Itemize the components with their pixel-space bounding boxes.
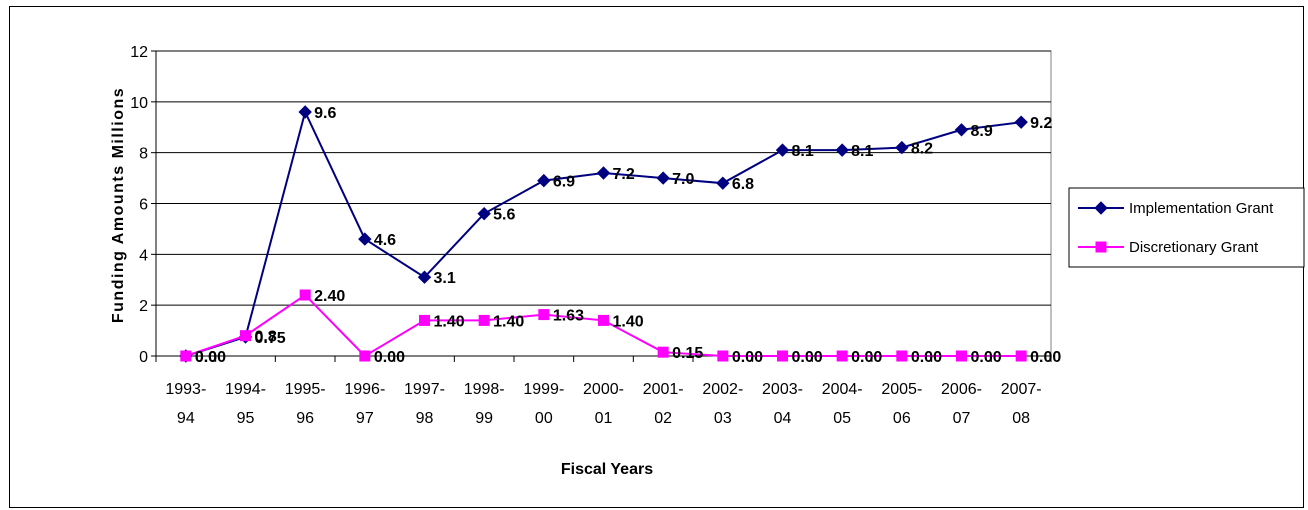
data-label-discretionary-grant: 0.15 bbox=[672, 345, 703, 362]
data-point-implementation-grant bbox=[835, 143, 849, 157]
x-tick-label: 2005-06 bbox=[881, 381, 922, 427]
data-point-implementation-grant bbox=[537, 173, 551, 188]
data-point-implementation-grant bbox=[298, 105, 312, 119]
data-point-discretionary-grant bbox=[657, 346, 669, 358]
data-point-implementation-grant bbox=[596, 166, 611, 180]
data-point-discretionary-grant bbox=[240, 330, 251, 342]
data-labels: 0.0 0.75 9.6 4.6 3.1 5.6 6.9 7.2 7.0 6.8 8.1 8.1 8.2… bbox=[195, 105, 1062, 366]
y-tick-label: 12 bbox=[130, 44, 148, 61]
data-point-discretionary-grant bbox=[598, 314, 609, 326]
data-label-implementation-grant: 8.9 bbox=[971, 123, 993, 140]
y-tick-label: 2 bbox=[139, 298, 148, 315]
data-label-discretionary-grant: 1.63 bbox=[553, 308, 584, 325]
y-axis-title: Funding Amounts Millions bbox=[110, 87, 127, 323]
data-point-discretionary-grant bbox=[896, 350, 908, 362]
data-label-discretionary-grant: 1.40 bbox=[613, 313, 644, 330]
x-axis-title: Fiscal Years bbox=[561, 461, 653, 478]
x-tick-label: 2000-01 bbox=[583, 381, 624, 427]
data-label-implementation-grant: 9.6 bbox=[314, 105, 336, 122]
data-label-implementation-grant: 6.9 bbox=[553, 174, 575, 191]
data-label-discretionary-grant: 0.00 bbox=[374, 349, 405, 366]
x-tick-label: 1993-94 bbox=[165, 381, 206, 427]
data-point-implementation-grant bbox=[417, 270, 432, 284]
data-point-discretionary-grant bbox=[777, 350, 788, 362]
data-point-discretionary-grant bbox=[1015, 350, 1027, 362]
series-group bbox=[179, 105, 1028, 363]
data-point-implementation-grant bbox=[1014, 115, 1028, 129]
data-point-discretionary-grant bbox=[956, 350, 967, 362]
x-tick-label: 1997-98 bbox=[404, 381, 445, 427]
x-tick-label: 1998-99 bbox=[464, 381, 505, 427]
y-tick-label: 0 bbox=[139, 349, 148, 366]
data-label-implementation-grant: 9.2 bbox=[1030, 115, 1052, 132]
x-tick-label: 2004-05 bbox=[822, 381, 863, 427]
data-label-implementation-grant: 0.75 bbox=[255, 330, 286, 347]
x-tick-label: 1995-96 bbox=[285, 381, 326, 427]
data-label-discretionary-grant: 0.00 bbox=[971, 349, 1002, 366]
data-point-discretionary-grant bbox=[419, 314, 430, 326]
y-tick-label: 6 bbox=[139, 197, 148, 214]
data-point-discretionary-grant bbox=[538, 309, 550, 321]
data-point-implementation-grant bbox=[477, 206, 491, 221]
x-tick-label: 2006-07 bbox=[941, 381, 982, 427]
data-point-implementation-grant bbox=[716, 176, 730, 190]
x-tick-label: 1994-95 bbox=[225, 381, 266, 427]
axes: 0 2 4 6 8 10 12 1993-94 1994-95 1995-96 1996-97 199… bbox=[130, 44, 1052, 427]
data-label-discretionary-grant: 0.00 bbox=[732, 349, 763, 366]
data-point-implementation-grant bbox=[775, 143, 790, 157]
data-point-discretionary-grant bbox=[359, 350, 371, 362]
data-label-implementation-grant: 3.1 bbox=[434, 270, 456, 287]
y-tick-label: 4 bbox=[139, 247, 148, 264]
data-point-discretionary-grant bbox=[717, 350, 729, 362]
data-label-discretionary-grant: 0.00 bbox=[195, 349, 226, 366]
data-label-implementation-grant: 4.6 bbox=[374, 232, 396, 249]
data-point-discretionary-grant bbox=[836, 350, 848, 362]
x-tick-label: 1996-97 bbox=[344, 381, 385, 427]
data-label-discretionary-grant: 0.00 bbox=[911, 349, 942, 366]
legend-label-discretionary-grant: Discretionary Grant bbox=[1129, 239, 1259, 256]
data-point-discretionary-grant bbox=[299, 289, 311, 301]
data-label-discretionary-grant: 0.8 bbox=[255, 329, 277, 346]
x-tick-label: 2007-08 bbox=[1001, 381, 1042, 427]
y-tick-label: 8 bbox=[139, 146, 148, 163]
gridlines bbox=[155, 50, 1052, 357]
data-point-implementation-grant bbox=[656, 171, 670, 185]
data-label-implementation-grant: 0.0 bbox=[195, 349, 217, 366]
x-tick-label: 2002-03 bbox=[702, 381, 743, 427]
data-label-implementation-grant: 8.2 bbox=[911, 141, 933, 158]
data-label-implementation-grant: 5.6 bbox=[493, 207, 515, 224]
data-label-implementation-grant: 7.2 bbox=[613, 166, 635, 183]
data-label-discretionary-grant: 1.40 bbox=[493, 313, 524, 330]
data-label-discretionary-grant: 1.40 bbox=[434, 313, 465, 330]
x-tick-label: 2001-02 bbox=[643, 381, 684, 427]
data-point-discretionary-grant bbox=[180, 350, 192, 362]
data-point-implementation-grant bbox=[954, 123, 969, 137]
data-label-implementation-grant: 8.1 bbox=[792, 143, 814, 160]
data-label-discretionary-grant: 2.40 bbox=[314, 288, 345, 305]
legend-marker-discretionary-grant bbox=[1095, 241, 1107, 253]
data-label-discretionary-grant: 0.00 bbox=[792, 349, 823, 366]
legend: Implementation Grant Discretionary Grant bbox=[1068, 187, 1305, 268]
data-label-discretionary-grant: 0.00 bbox=[1030, 349, 1061, 366]
data-point-implementation-grant bbox=[895, 140, 909, 155]
data-point-discretionary-grant bbox=[478, 314, 490, 326]
legend-marker-implementation-grant bbox=[1094, 201, 1108, 215]
y-tick-label: 10 bbox=[130, 95, 148, 112]
legend-box bbox=[1068, 187, 1305, 268]
x-tick-label: 2003-04 bbox=[762, 381, 803, 427]
data-label-implementation-grant: 8.1 bbox=[851, 143, 873, 160]
x-tick-label: 1999-00 bbox=[523, 381, 564, 427]
data-label-discretionary-grant: 0.00 bbox=[851, 349, 882, 366]
legend-label-implementation-grant: Implementation Grant bbox=[1129, 200, 1274, 217]
data-label-implementation-grant: 6.8 bbox=[732, 176, 754, 193]
data-label-implementation-grant: 7.0 bbox=[672, 171, 694, 188]
data-point-implementation-grant bbox=[358, 232, 372, 246]
